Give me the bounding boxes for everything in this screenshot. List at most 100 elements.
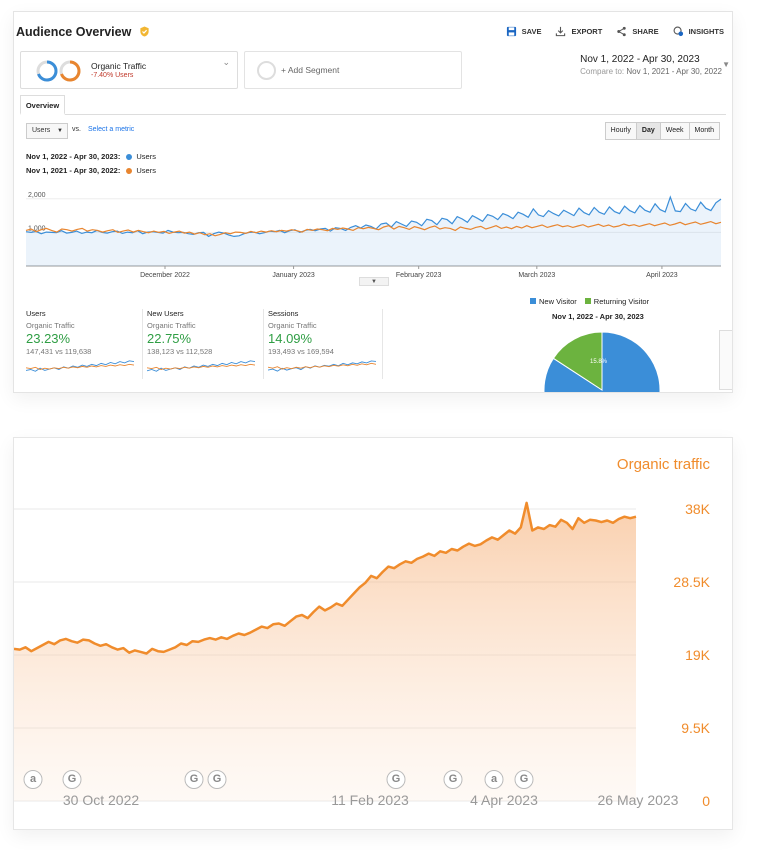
analytics-panel: Audience Overview SAVE EXPORT SHARE INSI…: [13, 11, 733, 393]
export-label: EXPORT: [571, 27, 603, 36]
insights-button[interactable]: INSIGHTS: [673, 26, 724, 37]
granularity-week[interactable]: Week: [659, 122, 690, 140]
granularity-toggle: Hourly Day Week Month: [604, 122, 720, 140]
share-label: SHARE: [632, 27, 659, 36]
select-metric-link[interactable]: Select a metric: [88, 126, 135, 133]
caret-down-icon: ▼: [722, 60, 730, 69]
pie-legend-label: Returning Visitor: [593, 297, 650, 306]
x-tick: 4 Apr 2023: [470, 792, 538, 808]
legend-metric-label: Users: [136, 166, 156, 175]
share-icon: [617, 26, 627, 37]
pie-title: Nov 1, 2022 - Apr 30, 2023: [552, 312, 644, 321]
legend-dot-icon: [126, 167, 133, 174]
organic-traffic-chart[interactable]: [14, 438, 734, 831]
sparkline-series: [26, 363, 134, 370]
insights-icon: [673, 26, 683, 37]
save-button[interactable]: SAVE: [506, 26, 542, 37]
report-toolbar: SAVE EXPORT SHARE INSIGHTS: [506, 26, 724, 37]
export-button[interactable]: EXPORT: [555, 26, 602, 37]
legend-metric-label: Users: [136, 152, 156, 161]
granularity-hourly[interactable]: Hourly: [604, 122, 637, 140]
x-tick-label: December 2022: [140, 272, 190, 279]
series-line: [25, 195, 722, 238]
x-tick-label: March 2023: [518, 272, 555, 279]
y-tick: 19K: [685, 647, 710, 663]
annotation-marker[interactable]: G: [514, 770, 534, 789]
annotation-marker[interactable]: G: [62, 770, 82, 789]
sparkline-series: [147, 360, 255, 372]
pie-legend-returning: Returning Visitor: [584, 297, 650, 306]
y-tick: 9.5K: [681, 720, 710, 736]
save-icon: [506, 26, 516, 37]
stat-percent: 14.09%: [268, 331, 313, 346]
date-range-picker[interactable]: Nov 1, 2022 - Apr 30, 2023 Compare to: N…: [580, 54, 730, 76]
chevron-down-icon[interactable]: ⌄: [222, 57, 230, 67]
stat-name: New Users: [147, 309, 184, 318]
save-label: SAVE: [521, 27, 542, 36]
share-button[interactable]: SHARE: [616, 26, 659, 37]
sparkline-new-users: [147, 360, 255, 372]
pie-slice: [552, 331, 603, 391]
compare-range: Nov 1, 2021 - Apr 30, 2022: [626, 67, 722, 76]
metric-dropdown-value: Users: [32, 127, 51, 134]
legend-metric: Users: [126, 166, 156, 175]
legend-metric: Users: [126, 152, 156, 161]
stat-name: Users: [26, 309, 46, 318]
legend-swatch-icon: [584, 298, 591, 304]
add-segment-label: + Add Segment: [281, 65, 340, 75]
add-segment-button[interactable]: + Add Segment: [244, 51, 462, 89]
annotation-marker[interactable]: G: [207, 770, 227, 789]
compare-label: Compare to:: [580, 67, 625, 76]
organic-traffic-panel: Organic traffic 38K 28.5K 19K 9.5K 0 30 …: [13, 437, 733, 830]
empty-segment-icon: [257, 61, 276, 80]
y-tick: 28.5K: [673, 574, 710, 590]
x-tick-label: February 2023: [396, 272, 442, 279]
stat-new-users[interactable]: New Users Organic Traffic 22.75% 138,123…: [147, 309, 262, 373]
vs-label: vs.: [72, 126, 81, 133]
date-range-compare: Compare to: Nov 1, 2021 - Apr 30, 2022: [580, 67, 722, 76]
legend-current: Nov 1, 2022 - Apr 30, 2023: Users: [26, 152, 156, 161]
legend-range: Nov 1, 2022 - Apr 30, 2023:: [26, 152, 121, 161]
series-line: [25, 220, 722, 237]
annotation-marker[interactable]: a: [484, 770, 504, 789]
traffic-area: [14, 502, 636, 801]
visitor-pie-chart[interactable]: 15.8%: [542, 330, 662, 393]
stat-compare: 147,431 vs 119,638: [26, 347, 92, 356]
stat-name: Sessions: [268, 309, 299, 318]
stat-segment: Organic Traffic: [26, 321, 75, 330]
granularity-day[interactable]: Day: [635, 122, 661, 140]
x-tick-label: January 2023: [272, 272, 315, 279]
annotation-marker[interactable]: a: [23, 770, 43, 789]
metric-dropdown[interactable]: Users ▼: [26, 123, 68, 139]
sparkline-series: [147, 363, 255, 370]
legend-swatch-icon: [530, 298, 536, 304]
legend-range: Nov 1, 2021 - Apr 30, 2022:: [26, 166, 121, 175]
users-line-chart[interactable]: 2,000 1,000 December 2022 January 2023 Febru…: [24, 178, 724, 294]
annotation-marker[interactable]: G: [386, 770, 406, 789]
page-title: Audience Overview: [16, 25, 150, 39]
segment-selector[interactable]: Organic Traffic -7.40% Users ⌄: [20, 51, 238, 89]
segment-change: -7.40% Users: [91, 72, 134, 79]
side-panel-tab[interactable]: [719, 330, 732, 390]
y-tick-label: 2,000: [28, 192, 46, 199]
annotation-marker[interactable]: G: [184, 770, 204, 789]
sparkline-series: [26, 360, 134, 372]
collapse-chart-button[interactable]: ▼: [359, 277, 389, 286]
pie-legend: New Visitor Returning Visitor: [530, 297, 649, 306]
stat-users[interactable]: Users Organic Traffic 23.23% 147,431 vs …: [26, 309, 141, 373]
date-range-main: Nov 1, 2022 - Apr 30, 2023: [580, 54, 700, 65]
stat-sessions[interactable]: Sessions Organic Traffic 14.09% 193,493 …: [268, 309, 383, 373]
traffic-line: [14, 501, 637, 655]
series-area: [26, 197, 721, 266]
tab-overview[interactable]: Overview: [20, 95, 65, 115]
pie-slice-label: 15.8%: [590, 359, 608, 365]
caret-down-icon: ▼: [57, 128, 63, 134]
granularity-month[interactable]: Month: [688, 122, 720, 140]
stat-segment: Organic Traffic: [147, 321, 196, 330]
pie-slice: [543, 331, 661, 392]
page-title-text: Audience Overview: [16, 25, 132, 39]
segment-name: Organic Traffic: [91, 61, 147, 71]
legend-previous: Nov 1, 2021 - Apr 30, 2022: Users: [26, 166, 156, 175]
tab-divider: [20, 114, 726, 115]
annotation-marker[interactable]: G: [443, 770, 463, 789]
